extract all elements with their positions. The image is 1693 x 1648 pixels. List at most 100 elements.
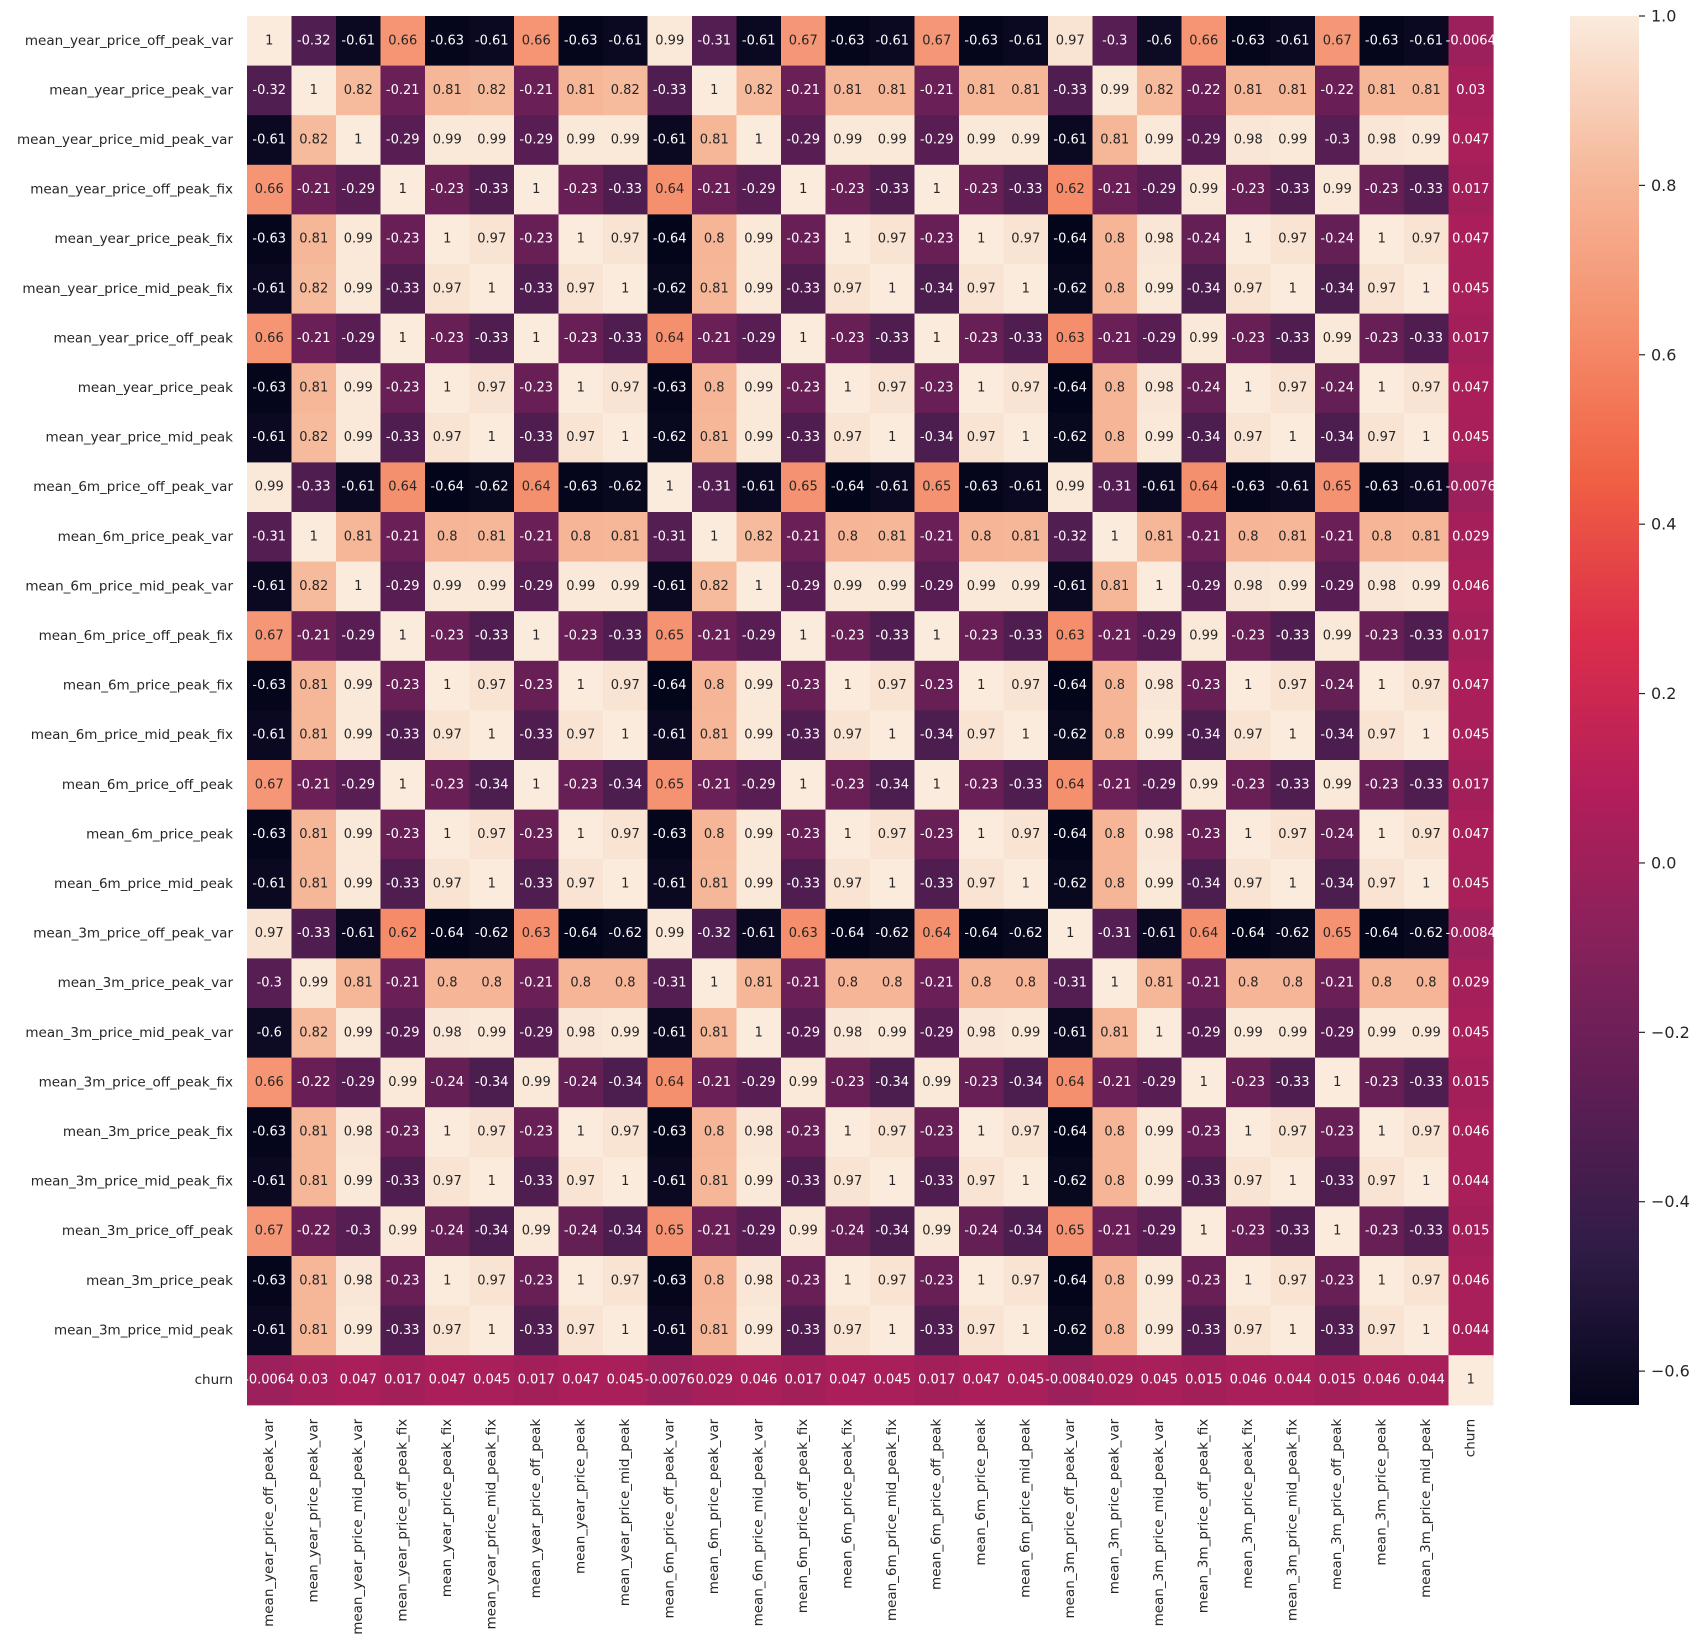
cell-value-label: -0.23 xyxy=(786,1273,820,1288)
cell-value-label: 0.97 xyxy=(477,381,506,396)
cell-value-label: 1 xyxy=(755,579,763,594)
heatmap-cell xyxy=(647,214,693,265)
cell-value-label: 0.045 xyxy=(1452,1025,1489,1040)
heatmap-cell xyxy=(425,710,471,761)
row-tick-label: mean_year_price_off_peak xyxy=(53,330,233,346)
cell-value-label: -0.3 xyxy=(1325,133,1350,148)
cell-value-label: -0.33 xyxy=(519,877,553,892)
cell-value-label: 0.99 xyxy=(744,1323,773,1338)
cell-value-label: 0.81 xyxy=(299,1323,328,1338)
heatmap-cell xyxy=(1137,660,1183,711)
heatmap-cell xyxy=(469,264,515,315)
heatmap-cell xyxy=(1448,660,1494,711)
heatmap-cell xyxy=(870,1057,916,1108)
heatmap-cell xyxy=(1448,313,1494,364)
cell-value-label: -0.33 xyxy=(786,1174,820,1189)
cell-value-label: 0.97 xyxy=(433,281,462,296)
cell-value-label: -0.23 xyxy=(920,381,954,396)
heatmap-cell xyxy=(1181,16,1227,67)
heatmap-cell xyxy=(1003,512,1049,563)
cell-value-label: 0.99 xyxy=(744,1174,773,1189)
cell-value-label: -0.21 xyxy=(1098,1075,1132,1090)
cell-value-label: 0.99 xyxy=(922,1075,951,1090)
cell-value-label: 0.67 xyxy=(255,777,284,792)
heatmap-cell xyxy=(425,660,471,711)
cell-value-label: 1 xyxy=(488,1174,496,1189)
cell-value-label: -0.23 xyxy=(1365,182,1399,197)
heatmap-cell xyxy=(603,65,649,116)
heatmap-cell xyxy=(1181,115,1227,166)
cell-value-label: 0.99 xyxy=(744,430,773,445)
heatmap-cell xyxy=(870,958,916,1009)
heatmap-cell xyxy=(514,710,560,761)
heatmap-cell xyxy=(870,214,916,265)
heatmap-cell xyxy=(558,660,604,711)
column-tick-label: mean_3m_price_peak xyxy=(1374,1419,1390,1566)
heatmap-cell xyxy=(1048,313,1094,364)
cell-value-label: -0.23 xyxy=(786,381,820,396)
cell-value-label: 0.81 xyxy=(344,529,373,544)
heatmap-cell xyxy=(603,908,649,959)
heatmap-cell xyxy=(1048,1256,1094,1307)
cell-value-label: 1 xyxy=(443,678,451,693)
heatmap-cell xyxy=(781,65,827,116)
row-tick-label: mean_3m_price_off_peak_var xyxy=(33,926,233,942)
cell-value-label: -0.23 xyxy=(831,331,865,346)
heatmap-cell xyxy=(603,1008,649,1059)
cell-value-label: -0.32 xyxy=(1053,529,1087,544)
cell-value-label: 0.81 xyxy=(700,133,729,148)
heatmap-cell xyxy=(1448,363,1494,414)
cell-value-label: -0.61 xyxy=(341,926,375,941)
heatmap-cell xyxy=(914,16,960,67)
heatmap-cell xyxy=(247,115,293,166)
cell-value-label: -0.24 xyxy=(1320,232,1354,247)
cell-value-label: -0.23 xyxy=(964,1075,998,1090)
heatmap-cell xyxy=(291,958,337,1009)
cell-value-label: 1 xyxy=(354,579,362,594)
heatmap-cell xyxy=(1092,412,1138,463)
cell-value-label: 0.8 xyxy=(615,976,636,991)
cell-value-label: 0.8 xyxy=(971,976,992,991)
heatmap-cell xyxy=(870,313,916,364)
heatmap-cell xyxy=(1448,611,1494,662)
cell-value-label: 0.047 xyxy=(340,1373,377,1388)
heatmap-cell xyxy=(647,462,693,513)
cell-value-label: -0.61 xyxy=(252,579,286,594)
heatmap-cell xyxy=(558,264,604,315)
heatmap-cell xyxy=(1448,512,1494,563)
heatmap-cell xyxy=(247,859,293,910)
cell-value-label: 0.99 xyxy=(344,1174,373,1189)
heatmap-cell xyxy=(959,611,1005,662)
heatmap-cell xyxy=(1404,65,1450,116)
heatmap-cell xyxy=(1181,65,1227,116)
row-tick-label: mean_6m_price_mid_peak_fix xyxy=(31,727,233,743)
cell-value-label: 0.8 xyxy=(882,976,903,991)
cell-value-label: 0.99 xyxy=(744,281,773,296)
heatmap-cell xyxy=(291,412,337,463)
row-tick-label: mean_3m_price_mid_peak_var xyxy=(25,1025,233,1041)
cell-value-label: -0.62 xyxy=(475,926,509,941)
row-tick-label: mean_6m_price_peak xyxy=(86,826,233,842)
cell-value-label: -0.33 xyxy=(386,430,420,445)
heatmap-cell xyxy=(1448,65,1494,116)
cell-value-label: -0.0064 xyxy=(244,1373,294,1388)
cell-value-label: -0.63 xyxy=(430,33,464,48)
heatmap-cell xyxy=(870,264,916,315)
heatmap-cell xyxy=(781,561,827,612)
heatmap-cell xyxy=(380,1008,426,1059)
cell-value-label: 0.99 xyxy=(1323,182,1352,197)
heatmap-cell xyxy=(1448,859,1494,910)
cell-value-label: 0.8 xyxy=(837,976,858,991)
cell-value-label: 0.81 xyxy=(299,678,328,693)
heatmap-cell xyxy=(469,859,515,910)
heatmap-cell xyxy=(1270,1305,1316,1356)
heatmap-cell xyxy=(514,214,560,265)
cell-value-label: 0.045 xyxy=(1452,430,1489,445)
heatmap-cell xyxy=(1137,1305,1183,1356)
heatmap-cell xyxy=(247,660,293,711)
heatmap-cell xyxy=(1181,1305,1227,1356)
heatmap-cell xyxy=(1181,958,1227,1009)
heatmap-cell xyxy=(291,660,337,711)
heatmap-cell xyxy=(514,1156,560,1207)
heatmap-cell xyxy=(1003,1206,1049,1257)
